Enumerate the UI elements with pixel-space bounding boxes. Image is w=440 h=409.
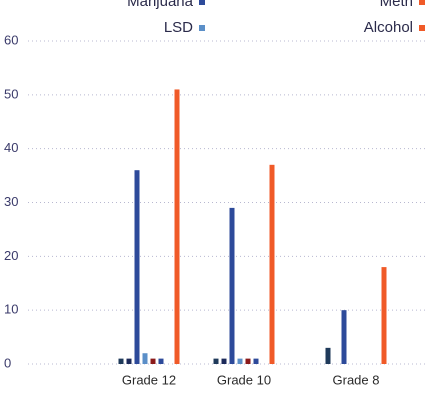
bar-lsd-grade-12 xyxy=(142,353,148,364)
legend-label-marijuana: Marijuana xyxy=(127,0,194,10)
category-label-grade-8: Grade 8 xyxy=(333,372,380,387)
bar-mdma-grade-12 xyxy=(150,358,156,364)
y-tick-label: 60 xyxy=(4,32,18,47)
bar-alcohol-grade-12 xyxy=(174,89,180,364)
legend-swatch-marijuana xyxy=(199,0,205,5)
legend-label-alcohol: Alcohol xyxy=(364,19,413,36)
bar-heroin-grade-10 xyxy=(253,358,259,364)
bar-marijuana-grade-8 xyxy=(341,310,347,364)
bar-inhalents-grade-10 xyxy=(213,358,219,364)
legend-swatch-lsd xyxy=(199,25,205,31)
bar-inhalents-grade-8 xyxy=(325,347,331,364)
bar-inhalents-grade-12 xyxy=(118,358,124,364)
y-tick-label: 30 xyxy=(4,194,18,209)
bar-marijuana-grade-10 xyxy=(229,207,235,364)
y-tick-label: 10 xyxy=(4,302,18,317)
category-label-grade-12: Grade 12 xyxy=(122,372,176,387)
category-label-grade-10: Grade 10 xyxy=(217,372,271,387)
legend-label-meth: Meth xyxy=(380,0,413,10)
bar-alcohol-grade-8 xyxy=(381,267,387,364)
bar-cocaine-grade-10 xyxy=(221,358,227,364)
bar-mdma-grade-10 xyxy=(245,358,251,364)
bar-lsd-grade-10 xyxy=(237,358,243,364)
legend-swatch-alcohol xyxy=(419,25,425,31)
bar-marijuana-grade-12 xyxy=(134,170,140,364)
legend-label-lsd: LSD xyxy=(164,19,193,36)
bar-heroin-grade-12 xyxy=(158,358,164,364)
y-tick-label: 20 xyxy=(4,248,18,263)
y-tick-label: 0 xyxy=(4,355,11,370)
bar-cocaine-grade-12 xyxy=(126,358,132,364)
y-tick-label: 50 xyxy=(4,86,18,101)
y-tick-label: 40 xyxy=(4,140,18,155)
bar-alcohol-grade-10 xyxy=(269,164,275,364)
legend-swatch-meth xyxy=(419,0,425,5)
